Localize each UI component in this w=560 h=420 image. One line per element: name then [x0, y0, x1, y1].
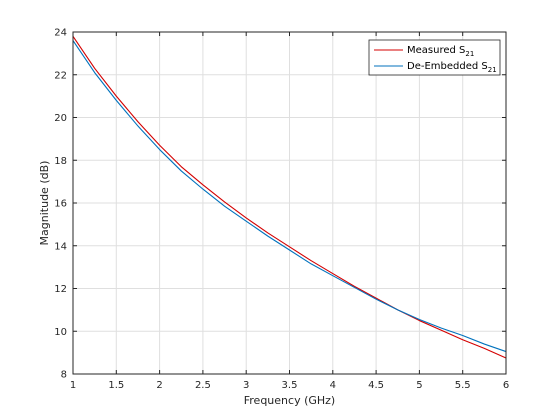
grid [72, 31, 507, 375]
x-tick-label: 6 [503, 380, 509, 391]
y-tick-label: 16 [54, 199, 67, 210]
y-tick-label: 10 [54, 327, 67, 338]
series-layer [72, 35, 507, 359]
y-axis-label: Magnitude (dB) [38, 161, 51, 246]
series-line-deembedded [72, 40, 507, 353]
y-tick-label: 8 [61, 370, 67, 381]
x-tick-label: 5.5 [455, 380, 471, 391]
legend-entry-measured-sub: 21 [465, 50, 474, 58]
legend: Measured S21 De-Embedded S21 [368, 39, 501, 76]
legend-entry-deembedded-sub: 21 [488, 66, 497, 74]
x-axis-ticks: 1 1.5 2 2.5 3 3.5 4 4.5 5 5.5 6 [70, 32, 509, 391]
x-tick-label: 2.5 [195, 380, 211, 391]
x-tick-label: 3 [243, 380, 249, 391]
x-axis-label: Frequency (GHz) [244, 394, 335, 407]
x-tick-label: 3.5 [282, 380, 298, 391]
y-tick-label: 24 [54, 28, 67, 39]
y-tick-label: 18 [54, 156, 67, 167]
y-tick-label: 22 [54, 70, 67, 81]
x-tick-label: 1.5 [108, 380, 124, 391]
legend-entry-measured: Measured S21 [407, 45, 474, 58]
x-tick-label: 4.5 [368, 380, 384, 391]
x-tick-label: 4 [330, 380, 336, 391]
x-tick-label: 2 [156, 380, 162, 391]
legend-box [368, 39, 501, 76]
legend-entry-deembedded: De-Embedded S21 [407, 61, 497, 74]
series-line-measured [72, 35, 507, 359]
legend-entry-measured-base: Measured S [407, 45, 465, 56]
x-tick-label: 1 [70, 380, 76, 391]
y-tick-label: 20 [54, 113, 67, 124]
legend-entry-deembedded-base: De-Embedded S [407, 61, 488, 72]
y-tick-label: 12 [54, 284, 67, 295]
y-tick-label: 14 [54, 241, 67, 252]
x-tick-label: 5 [416, 380, 422, 391]
y-axis-ticks: 8 10 12 14 16 18 20 22 24 [54, 28, 506, 381]
